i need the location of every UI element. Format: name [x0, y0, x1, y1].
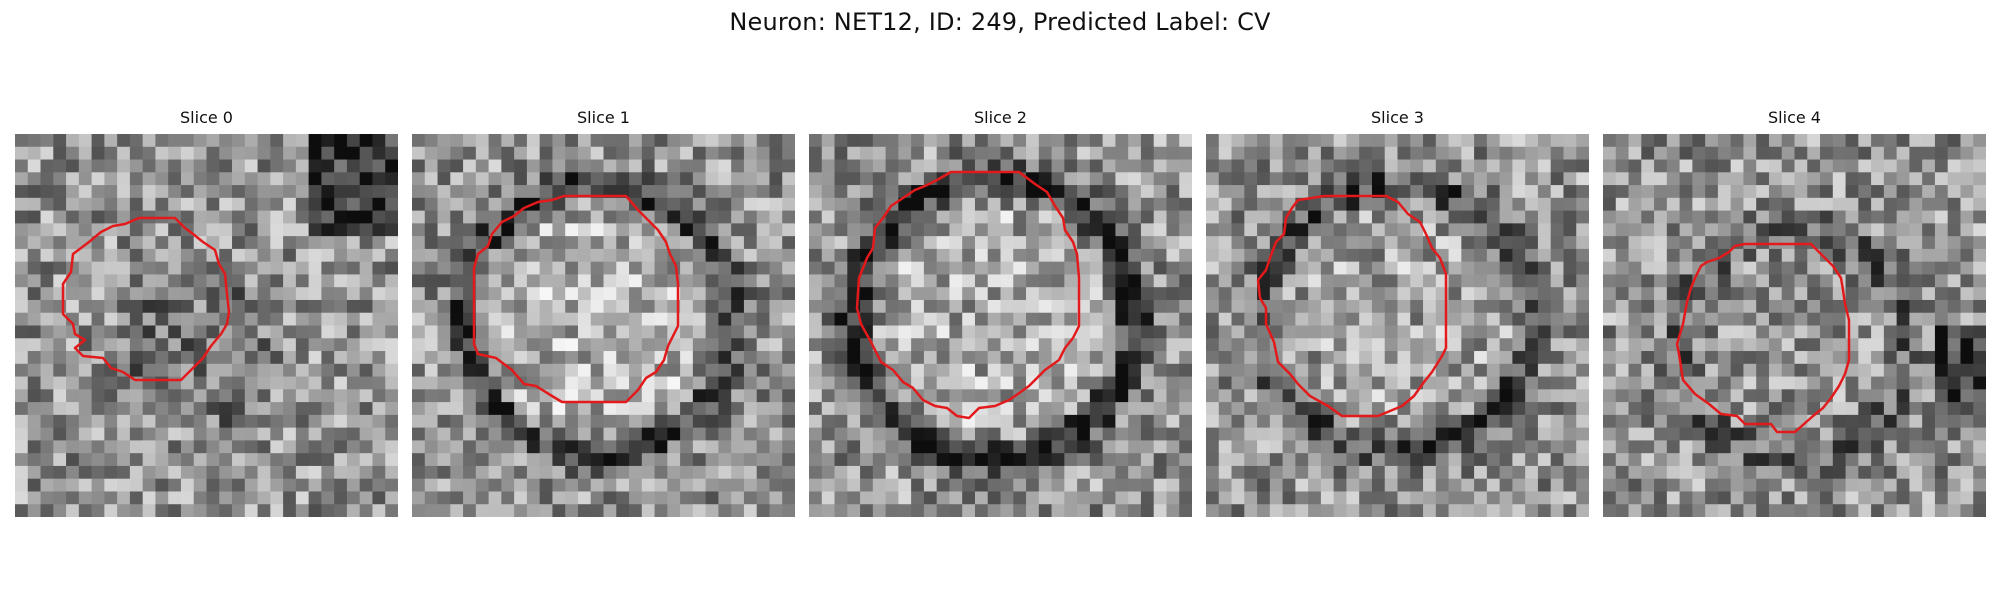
pixel-grid — [15, 134, 398, 517]
pixel-grid — [412, 134, 795, 517]
segmentation-contour — [1256, 194, 1448, 418]
figure-title: Neuron: NET12, ID: 249, Predicted Label:… — [729, 8, 1271, 36]
pixel-grid — [809, 134, 1192, 517]
slice-image-0 — [15, 134, 398, 517]
slice-title-0: Slice 0 — [180, 108, 233, 127]
segmentation-contour — [855, 170, 1081, 420]
segmentation-contour — [61, 216, 231, 382]
slice-title-4: Slice 4 — [1768, 108, 1821, 127]
slice-image-3 — [1206, 134, 1589, 517]
pixel-grid — [1206, 134, 1589, 517]
pixel-grid — [1603, 134, 1986, 517]
slice-image-1 — [412, 134, 795, 517]
slice-image-4 — [1603, 134, 1986, 517]
slice-title-1: Slice 1 — [577, 108, 630, 127]
slice-title-2: Slice 2 — [974, 108, 1027, 127]
slice-image-2 — [809, 134, 1192, 517]
segmentation-contour — [472, 194, 680, 404]
segmentation-contour — [1675, 242, 1851, 434]
slice-title-3: Slice 3 — [1371, 108, 1424, 127]
